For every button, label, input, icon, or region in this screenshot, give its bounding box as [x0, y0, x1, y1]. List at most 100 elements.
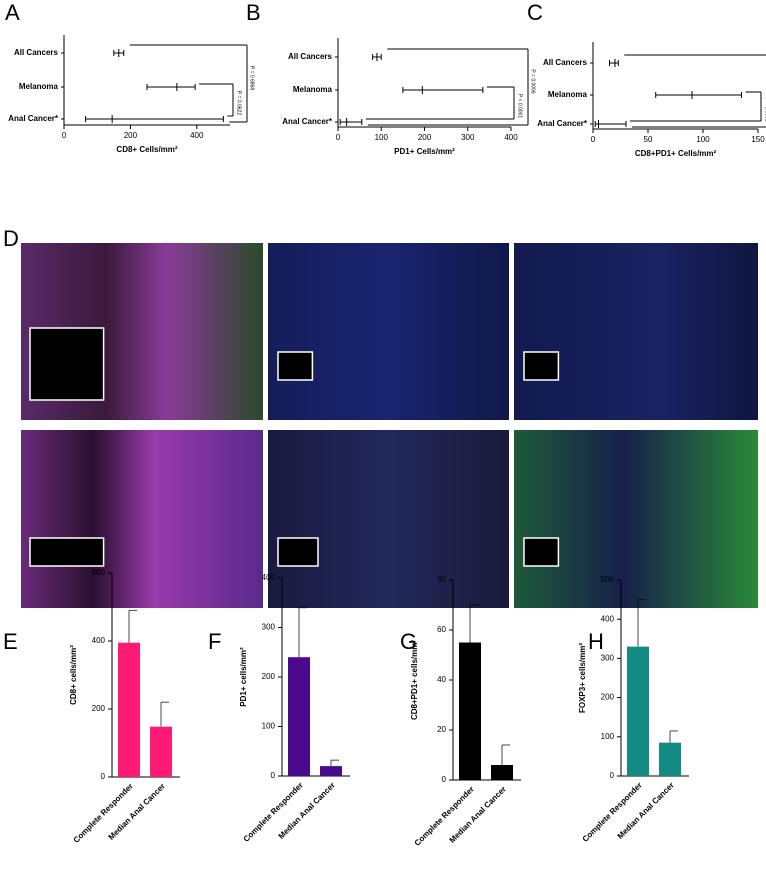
y-tick-label: 80 — [437, 575, 446, 584]
bar — [150, 726, 172, 777]
error-bar — [609, 60, 619, 66]
category-label: Anal Cancer* — [537, 119, 588, 128]
annotation: P = 0.0006 — [530, 69, 536, 93]
x-tick-label: 300 — [461, 133, 475, 142]
y-axis-label: FOXP3+ cells/mm² — [578, 643, 587, 713]
legend-entry: PDL1 — [531, 553, 552, 562]
x-axis-label: CD8+ Cells/mm² — [116, 145, 177, 154]
category-label: Melanoma — [293, 85, 333, 94]
y-tick-label: 0 — [610, 771, 615, 780]
image — [21, 430, 263, 608]
legend-entry: CD8 — [59, 343, 76, 352]
category-label: All Cancers — [288, 52, 333, 61]
legend-entry: DAPI — [532, 542, 551, 551]
y-tick-label: 400 — [262, 573, 276, 582]
x-tick-label: 400 — [190, 131, 204, 140]
panel-label: E — [3, 629, 18, 654]
y-tick-label: 200 — [262, 672, 276, 681]
y-tick-label: 300 — [601, 654, 615, 663]
legend-entry: DAPI — [286, 356, 305, 365]
y-tick-label: 500 — [601, 575, 615, 584]
legend-entry: Cytokeratin — [45, 553, 89, 562]
y-tick-label: 200 — [92, 704, 106, 713]
y-tick-label: 60 — [437, 625, 446, 634]
x-axis-label: CD8+PD1+ Cells/mm² — [635, 149, 717, 158]
legend-entry: CD8 — [287, 367, 304, 376]
y-tick-label: 400 — [92, 636, 106, 645]
y-tick-label: 20 — [437, 725, 446, 734]
error-bar — [146, 84, 196, 90]
panel-label: D — [3, 226, 19, 251]
image — [268, 243, 509, 420]
annotation: P < 0.0001 — [764, 97, 766, 121]
legend-box — [523, 351, 560, 381]
error-bar — [339, 119, 363, 125]
legend-entry: DAPI — [57, 332, 76, 341]
legend-entry: FOXP3 — [285, 553, 312, 562]
y-tick-label: 0 — [271, 771, 276, 780]
annotation: P < 0.0001 — [517, 94, 523, 118]
x-tick-label: 150 — [751, 135, 765, 144]
x-tick-label: 0 — [62, 131, 67, 140]
legend-entry: FOXP3 — [54, 376, 81, 385]
category-label: All Cancers — [14, 48, 59, 57]
y-tick-label: 400 — [601, 614, 615, 623]
y-tick-label: 100 — [601, 732, 615, 741]
bar — [659, 742, 681, 776]
image — [268, 430, 509, 608]
x-tick-label: 50 — [644, 135, 653, 144]
panel-label: H — [588, 629, 604, 654]
panel-label: B — [246, 0, 261, 25]
bar — [320, 766, 342, 776]
x-tick-label: 400 — [504, 133, 518, 142]
x-tick-label: 200 — [124, 131, 138, 140]
legend-box — [277, 351, 314, 381]
legend-entry: PD1 — [533, 367, 549, 376]
image-panel — [21, 243, 758, 608]
x-tick-label: Complete Responder — [72, 782, 135, 845]
legend-entry: DAPI — [532, 356, 551, 365]
annotation: P = 0.0622 — [236, 91, 242, 115]
bar — [491, 765, 513, 780]
panel-label: C — [527, 0, 543, 25]
y-axis-label: PD1+ cells/mm² — [239, 647, 248, 707]
bar — [118, 642, 140, 777]
x-tick-label: Median Anal Cancer — [277, 781, 337, 841]
legend-entry: DAPI — [57, 542, 76, 551]
y-tick-label: 40 — [437, 675, 446, 684]
panel-label: A — [5, 0, 20, 25]
image — [514, 243, 758, 420]
x-axis-label: PD1+ Cells/mm² — [394, 147, 455, 156]
y-axis-label: CD8+PD1+ cells/mm² — [410, 640, 419, 720]
error-bar — [85, 116, 224, 122]
error-bar — [594, 121, 627, 127]
y-tick-label: 600 — [92, 568, 106, 577]
legend-entry: PD1 — [59, 354, 75, 363]
y-tick-label: 0 — [101, 772, 106, 781]
annotation: P = 0.6868 — [249, 66, 255, 90]
legend-entry: DAPI — [288, 542, 307, 551]
category-label: Melanoma — [548, 90, 588, 99]
x-tick-label: Median Anal Cancer — [107, 782, 167, 842]
error-bar — [655, 92, 742, 98]
y-axis-label: CD8+ cells/mm² — [69, 645, 78, 705]
panel-label: G — [400, 629, 417, 654]
x-tick-label: 0 — [336, 133, 341, 142]
x-tick-label: Complete Responder — [413, 785, 476, 848]
legend-box — [277, 537, 319, 567]
x-tick-label: 100 — [696, 135, 710, 144]
bar — [459, 642, 481, 780]
category-label: All Cancers — [543, 58, 588, 67]
x-tick-label: Median Anal Cancer — [616, 781, 676, 841]
x-tick-label: 200 — [418, 133, 432, 142]
y-tick-label: 200 — [601, 693, 615, 702]
y-tick-label: 0 — [442, 775, 447, 784]
x-tick-label: 0 — [591, 135, 596, 144]
image — [514, 430, 758, 608]
bar — [627, 646, 649, 776]
bar — [288, 657, 310, 776]
x-tick-label: Median Anal Cancer — [448, 785, 508, 845]
legend-box — [523, 537, 560, 567]
panel-label: F — [208, 629, 221, 654]
x-tick-label: 100 — [375, 133, 389, 142]
